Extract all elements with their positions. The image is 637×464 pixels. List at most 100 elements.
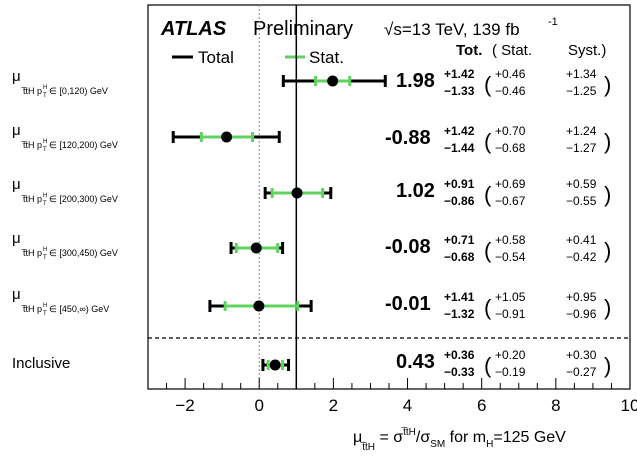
svg-text:+0.91: +0.91 bbox=[444, 177, 475, 191]
svg-text:t̅tH p: t̅tH p bbox=[21, 194, 42, 204]
svg-text:1.98: 1.98 bbox=[396, 70, 435, 92]
value-text-5: 0.43 +0.36 −0.33 ( +0.20 −0.19 +0.30 −0.… bbox=[396, 348, 611, 379]
x-axis: −2 0 2 4 6 8 10 bbox=[147, 378, 637, 415]
legend-total-label: Total bbox=[198, 48, 234, 67]
svg-text:−0.54: −0.54 bbox=[495, 250, 526, 264]
svg-text:μ: μ bbox=[12, 122, 21, 139]
energy-label: √s=13 TeV, 139 fb bbox=[384, 20, 520, 39]
status-label: Preliminary bbox=[253, 18, 353, 40]
svg-text:+0.69: +0.69 bbox=[495, 177, 526, 191]
svg-text:−0.33: −0.33 bbox=[444, 365, 475, 379]
svg-text:): ) bbox=[604, 182, 611, 207]
svg-text:+0.20: +0.20 bbox=[495, 348, 526, 362]
svg-text:+0.30: +0.30 bbox=[566, 348, 597, 362]
svg-text:-0.88: -0.88 bbox=[385, 127, 431, 149]
svg-text:+0.46: +0.46 bbox=[495, 67, 526, 81]
col-header-syst: Syst.) bbox=[568, 42, 606, 59]
energy-sup: -1 bbox=[548, 16, 558, 28]
svg-text:+1.42: +1.42 bbox=[444, 124, 475, 138]
svg-text:−0.42: −0.42 bbox=[566, 250, 597, 264]
svg-text:+1.24: +1.24 bbox=[566, 124, 597, 138]
svg-text:): ) bbox=[604, 295, 611, 320]
row-label-0: μ t̅tH p T H ∈ [0,120) GeV bbox=[12, 68, 108, 99]
svg-text:(: ( bbox=[484, 182, 492, 207]
col-header-total: Tot. bbox=[456, 42, 482, 59]
svg-text:−0.86: −0.86 bbox=[444, 194, 475, 208]
svg-text:t̅tH p: t̅tH p bbox=[21, 86, 42, 96]
svg-text:t̅tH p: t̅tH p bbox=[21, 140, 42, 150]
svg-text:+0.41: +0.41 bbox=[566, 233, 597, 247]
svg-text:∈ [300,450) GeV: ∈ [300,450) GeV bbox=[49, 248, 118, 258]
svg-text:T: T bbox=[43, 311, 47, 317]
svg-text:H: H bbox=[43, 247, 47, 253]
svg-text:μ: μ bbox=[12, 230, 21, 247]
svg-text:μ: μ bbox=[12, 286, 21, 303]
svg-text:μ: μ bbox=[12, 176, 21, 193]
svg-text:+0.36: +0.36 bbox=[444, 348, 475, 362]
svg-text:−0.27: −0.27 bbox=[566, 365, 597, 379]
x-tick-label: 2 bbox=[329, 396, 338, 415]
svg-text:+0.59: +0.59 bbox=[566, 177, 597, 191]
svg-text:∈ [200,300) GeV: ∈ [200,300) GeV bbox=[49, 194, 118, 204]
svg-text:−0.68: −0.68 bbox=[444, 250, 475, 264]
svg-text:−0.68: −0.68 bbox=[495, 141, 526, 155]
data-point-1 bbox=[221, 131, 233, 143]
svg-text:(: ( bbox=[484, 295, 492, 320]
svg-text:T: T bbox=[43, 201, 47, 207]
svg-text:+1.34: +1.34 bbox=[566, 67, 597, 81]
legend-stat-label: Stat. bbox=[309, 48, 344, 67]
svg-text:(: ( bbox=[484, 129, 492, 154]
svg-text:+1.41: +1.41 bbox=[444, 290, 475, 304]
value-text-0: 1.98 +1.42 −1.33 ( +0.46 −0.46 +1.34 −1.… bbox=[396, 67, 611, 98]
x-tick-label: 10 bbox=[621, 396, 637, 415]
data-point-3 bbox=[250, 242, 262, 254]
svg-text:+1.05: +1.05 bbox=[495, 290, 526, 304]
svg-text:(: ( bbox=[484, 353, 492, 378]
data-marks bbox=[171, 75, 387, 371]
svg-text:t̅tH p: t̅tH p bbox=[21, 304, 42, 314]
svg-text:0.43: 0.43 bbox=[396, 351, 435, 373]
svg-text:−1.27: −1.27 bbox=[566, 141, 597, 155]
experiment-label: ATLAS bbox=[160, 18, 227, 40]
data-point-0 bbox=[327, 75, 339, 87]
data-point-2 bbox=[291, 187, 303, 199]
col-header-stat: ( Stat. bbox=[492, 42, 532, 59]
data-point-5 bbox=[269, 359, 281, 371]
svg-text:(: ( bbox=[484, 72, 492, 97]
svg-text:(: ( bbox=[484, 238, 492, 263]
svg-text:−1.32: −1.32 bbox=[444, 307, 475, 321]
svg-text:H: H bbox=[43, 193, 47, 199]
svg-text:+0.71: +0.71 bbox=[444, 233, 475, 247]
svg-text:1.02: 1.02 bbox=[396, 180, 435, 202]
x-tick-label: −2 bbox=[175, 396, 194, 415]
svg-text:-0.01: -0.01 bbox=[385, 293, 431, 315]
value-text-1: -0.88 +1.42 −1.44 ( +0.70 −0.68 +1.24 −1… bbox=[385, 124, 611, 155]
svg-text:H: H bbox=[43, 303, 47, 309]
row-label-5: Inclusive bbox=[12, 355, 70, 372]
svg-text:+0.70: +0.70 bbox=[495, 124, 526, 138]
svg-text:+1.42: +1.42 bbox=[444, 67, 475, 81]
svg-text:−0.96: −0.96 bbox=[566, 307, 597, 321]
svg-text:): ) bbox=[604, 238, 611, 263]
svg-text:T: T bbox=[43, 255, 47, 261]
svg-text:−0.67: −0.67 bbox=[495, 194, 526, 208]
svg-text:∈ [450,∞) GeV: ∈ [450,∞) GeV bbox=[49, 304, 109, 314]
svg-text:H: H bbox=[43, 139, 47, 145]
value-text-2: 1.02 +0.91 −0.86 ( +0.69 −0.67 +0.59 −0.… bbox=[396, 177, 611, 208]
svg-text:-0.08: -0.08 bbox=[385, 236, 431, 258]
svg-text:): ) bbox=[604, 129, 611, 154]
x-tick-label: 0 bbox=[254, 396, 263, 415]
x-tick-label: 8 bbox=[551, 396, 560, 415]
row-label-2: μ t̅tH p T H ∈ [200,300) GeV bbox=[12, 176, 118, 207]
svg-text:−0.46: −0.46 bbox=[495, 84, 526, 98]
x-tick-label: 6 bbox=[477, 396, 486, 415]
svg-text:T: T bbox=[43, 147, 47, 153]
svg-text:−0.19: −0.19 bbox=[495, 365, 526, 379]
svg-text:T: T bbox=[43, 93, 47, 99]
svg-text:H: H bbox=[43, 85, 47, 91]
value-text-4: -0.01 +1.41 −1.32 ( +1.05 −0.91 +0.95 −0… bbox=[385, 290, 611, 321]
svg-text:−1.33: −1.33 bbox=[444, 84, 475, 98]
svg-text:+0.95: +0.95 bbox=[566, 290, 597, 304]
svg-text:t̅tH p: t̅tH p bbox=[21, 248, 42, 258]
